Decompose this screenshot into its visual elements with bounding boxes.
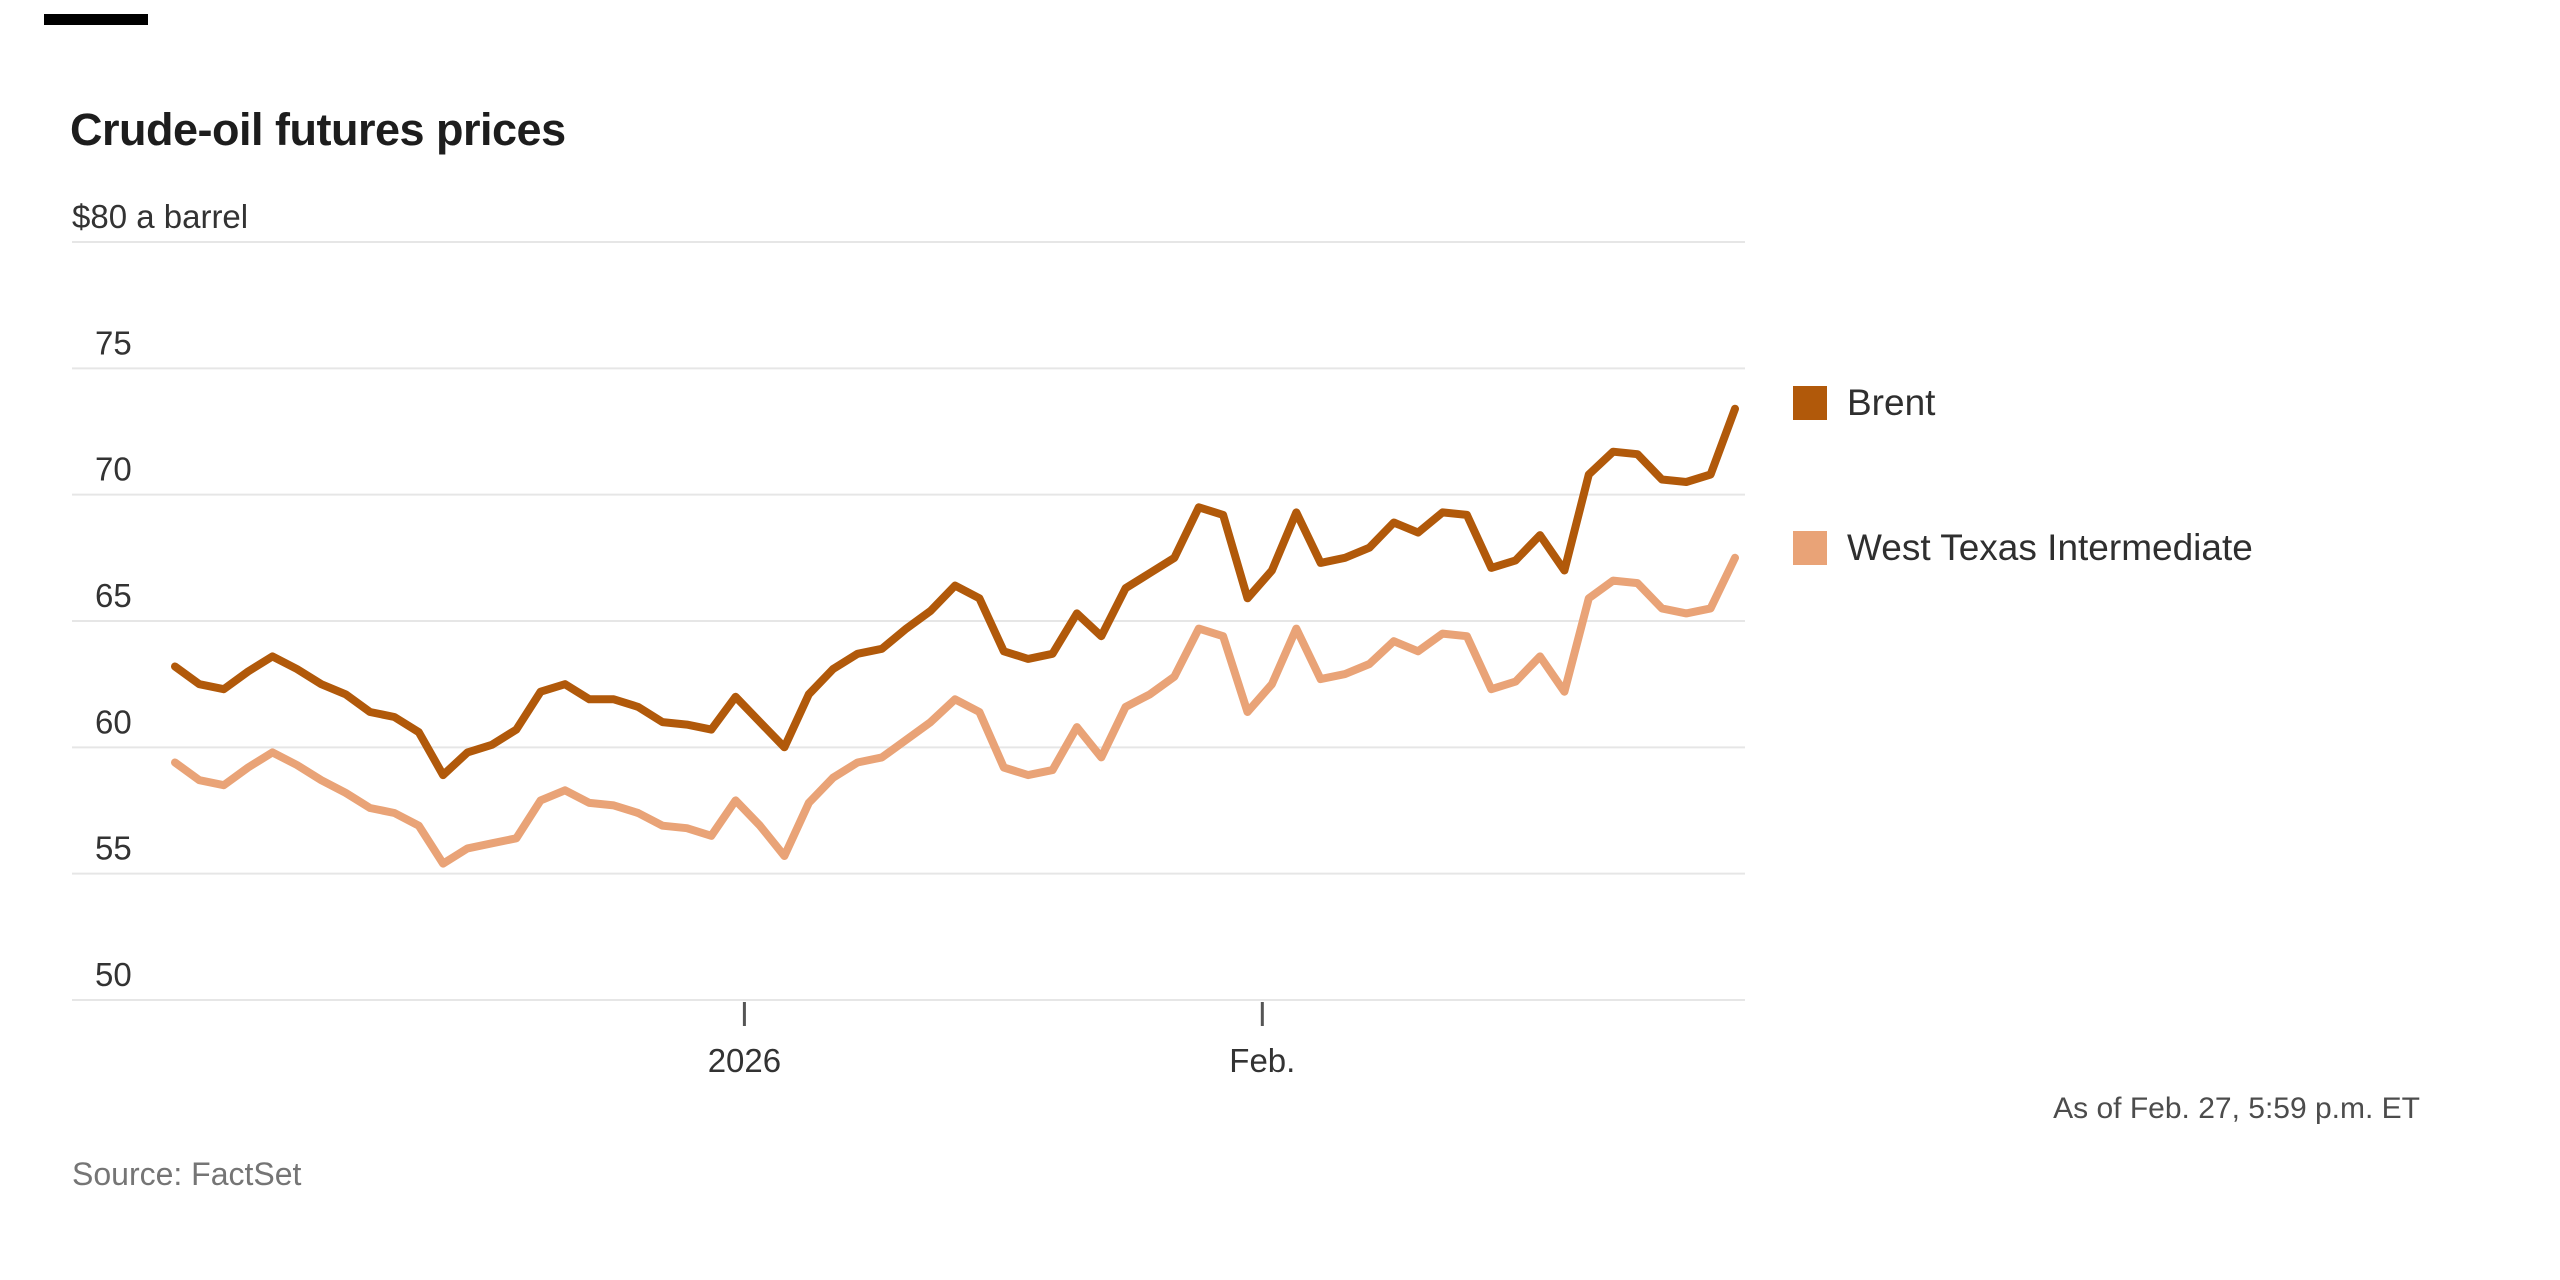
- y-axis-unit-label: $80 a barrel: [72, 198, 248, 235]
- legend-label-wti: West Texas Intermediate: [1847, 527, 2253, 568]
- legend-label-brent: Brent: [1847, 382, 1936, 423]
- source-note: Source: FactSet: [72, 1156, 302, 1192]
- legend: Brent West Texas Intermediate: [1793, 382, 2253, 569]
- page-title: Crude-oil futures prices: [70, 104, 566, 156]
- y-axis-tick-label: 75: [95, 324, 132, 361]
- y-axis-tick-label: 65: [95, 577, 132, 614]
- brent-swatch-icon: [1793, 386, 1827, 420]
- y-axis-tick-label: 50: [95, 956, 132, 993]
- legend-item-wti: West Texas Intermediate: [1793, 527, 2253, 569]
- wti-line: [171, 553, 1739, 868]
- brand-rule: [44, 14, 148, 25]
- wti-swatch-icon: [1793, 531, 1827, 565]
- as-of-timestamp: As of Feb. 27, 5:59 p.m. ET: [2053, 1092, 2420, 1125]
- legend-item-brent: Brent: [1793, 382, 2253, 424]
- x-axis-tick-label: 2026: [708, 1042, 781, 1079]
- brent-line: [171, 404, 1739, 780]
- x-axis-tick-label: Feb.: [1229, 1042, 1295, 1079]
- y-axis-tick-label: 55: [95, 830, 132, 867]
- y-axis-tick-label: 60: [95, 703, 132, 740]
- y-axis-tick-label: 70: [95, 451, 132, 488]
